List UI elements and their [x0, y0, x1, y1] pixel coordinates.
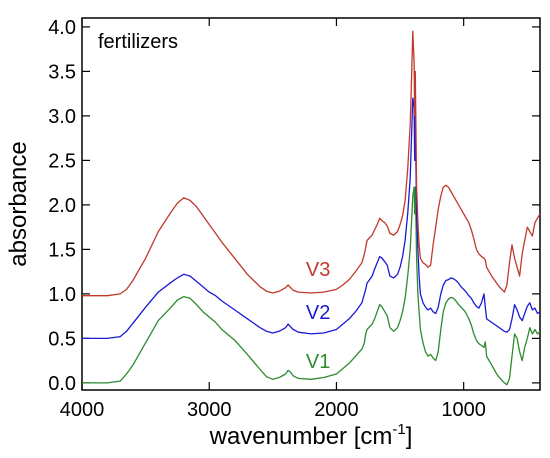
- y-tick-label: 2.0: [48, 195, 76, 217]
- x-axis-title-close: ]: [406, 423, 413, 450]
- x-axis-title-superscript: -1: [392, 421, 405, 438]
- x-tick-label: 3000: [187, 399, 232, 421]
- series-label-v3: V3: [306, 259, 330, 281]
- y-axis-ticks: 0.0 0.5 1.0 1.5 2.0 2.5 3.0 3.5 4.0: [48, 17, 540, 395]
- y-tick-label: 0.0: [48, 373, 76, 395]
- x-axis-title-main: wavenumber [cm: [209, 423, 393, 450]
- y-tick-label: 1.5: [48, 239, 76, 261]
- series-layer: [82, 30, 541, 386]
- x-tick-label: 4000: [60, 399, 105, 421]
- series-label-v1: V1: [306, 351, 330, 373]
- y-tick-label: 3.5: [48, 61, 76, 83]
- series-line-v1: [82, 186, 541, 386]
- y-tick-label: 2.5: [48, 150, 76, 172]
- series-line-v3: [82, 30, 541, 297]
- series-label-v2: V2: [306, 302, 330, 324]
- y-tick-label: 3.0: [48, 106, 76, 128]
- plot-frame: [81, 17, 541, 391]
- x-axis-title: wavenumber [cm-1]: [209, 421, 413, 450]
- y-tick-label: 0.5: [48, 328, 76, 350]
- x-axis-ticks: 4000 3000 2000 1000: [60, 18, 486, 421]
- chart-annotation: fertilizers: [98, 31, 178, 53]
- series-labels: V1 V2 V3: [306, 259, 330, 373]
- y-axis-title: absorbance: [5, 141, 32, 266]
- series-line-v2: [82, 97, 541, 340]
- x-tick-label: 1000: [441, 399, 486, 421]
- x-tick-label: 2000: [314, 399, 359, 421]
- y-tick-label: 1.0: [48, 284, 76, 306]
- y-tick-label: 4.0: [48, 17, 76, 39]
